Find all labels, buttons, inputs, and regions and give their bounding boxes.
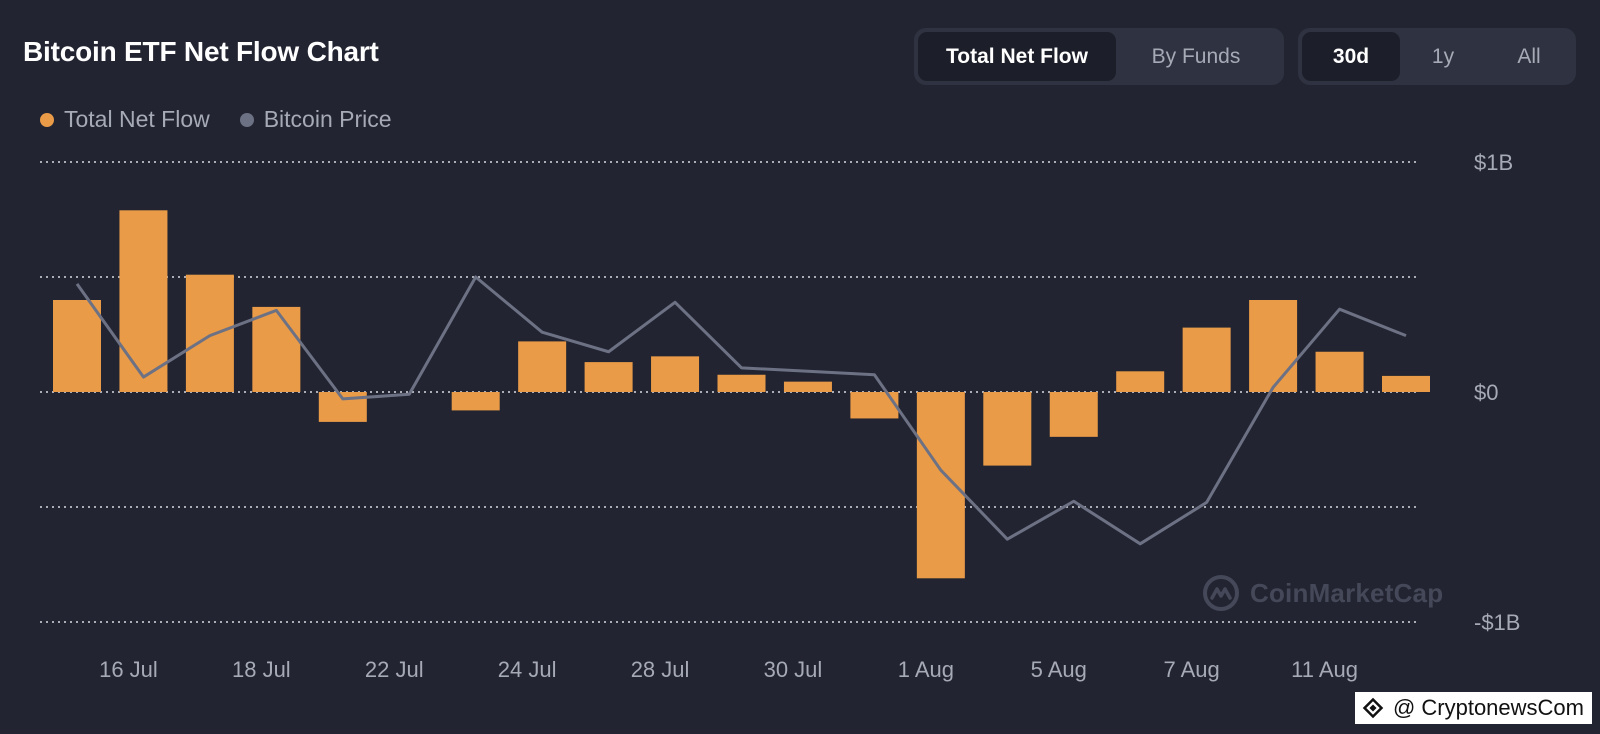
net-flow-bar[interactable]: [518, 341, 567, 392]
net-flow-bar[interactable]: [1382, 375, 1430, 392]
legend-item-total-net-flow[interactable]: Total Net Flow: [40, 106, 210, 133]
watermark: CoinMarketCap: [1202, 574, 1443, 612]
page-title: Bitcoin ETF Net Flow Chart: [23, 36, 379, 67]
x-tick-label: 11 Aug: [1291, 657, 1358, 682]
net-flow-bar[interactable]: [584, 362, 633, 392]
watermark-text: CoinMarketCap: [1250, 577, 1444, 608]
tab-range-30d[interactable]: 30d: [1302, 32, 1400, 81]
net-flow-bar[interactable]: [983, 392, 1032, 466]
x-tick-label: 16 Jul: [99, 657, 158, 682]
net-flow-bar[interactable]: [916, 392, 965, 579]
x-tick-label: 7 Aug: [1164, 657, 1220, 682]
legend-label-total-net-flow: Total Net Flow: [64, 106, 210, 132]
line-layer: [75, 275, 1407, 546]
x-tick-label: 24 Jul: [498, 657, 557, 682]
bar-layer: [53, 210, 1430, 579]
legend-label-bitcoin-price: Bitcoin Price: [263, 106, 392, 132]
range-toggle: 30d 1y All: [1298, 28, 1576, 85]
x-tick-label: 1 Aug: [898, 657, 954, 682]
legend-dot-icon: [239, 112, 254, 127]
credit-text: @ CryptonewsCom: [1392, 695, 1584, 720]
net-flow-bar[interactable]: [252, 306, 301, 392]
y-tick-label: $0: [1474, 380, 1498, 405]
net-flow-bar[interactable]: [1182, 327, 1231, 392]
net-flow-bar[interactable]: [1315, 351, 1364, 392]
net-flow-bar[interactable]: [53, 300, 101, 392]
net-flow-bar[interactable]: [783, 381, 832, 392]
view-toggle: Total Net Flow By Funds: [914, 28, 1284, 85]
tab-by-funds[interactable]: By Funds: [1151, 44, 1241, 68]
y-tick-label: -$1B: [1474, 610, 1520, 635]
credit-badge: @ CryptonewsCom: [1354, 692, 1592, 724]
net-flow-bar[interactable]: [119, 210, 168, 392]
net-flow-bar[interactable]: [1049, 392, 1098, 437]
tab-total-net-flow[interactable]: Total Net Flow: [918, 32, 1116, 81]
y-tick-label: $1B: [1474, 150, 1513, 175]
x-tick-layer: 16 Jul 18 Jul 22 Jul 24 Jul 28 Jul 30 Jul 1 Au…: [99, 657, 1358, 682]
net-flow-bar[interactable]: [185, 274, 234, 392]
tab-range-all[interactable]: All: [1517, 44, 1541, 68]
net-flow-bar[interactable]: [1116, 371, 1165, 392]
x-tick-label: 5 Aug: [1031, 657, 1087, 682]
net-flow-bar[interactable]: [451, 392, 500, 411]
legend-dot-icon: [40, 112, 54, 127]
legend-item-bitcoin-price[interactable]: Bitcoin Price: [239, 106, 392, 133]
diamond-logo-icon: [1362, 697, 1384, 719]
coinmarketcap-logo-icon: [1203, 575, 1239, 611]
net-flow-bar[interactable]: [850, 392, 899, 419]
x-tick-label: 28 Jul: [631, 657, 690, 682]
bitcoin-price-line[interactable]: [75, 275, 1407, 546]
x-tick-label: 30 Jul: [764, 657, 823, 682]
net-flow-bar[interactable]: [717, 374, 766, 392]
x-tick-label: 18 Jul: [232, 657, 291, 682]
net-flow-bar[interactable]: [1249, 300, 1298, 392]
net-flow-bar[interactable]: [651, 356, 700, 392]
tab-range-1y[interactable]: 1y: [1431, 44, 1455, 68]
y-tick-layer: $1B $0 -$1B: [1474, 150, 1520, 635]
x-tick-label: 22 Jul: [365, 657, 424, 682]
chart-legend: Total Net Flow Bitcoin Price: [40, 106, 392, 133]
